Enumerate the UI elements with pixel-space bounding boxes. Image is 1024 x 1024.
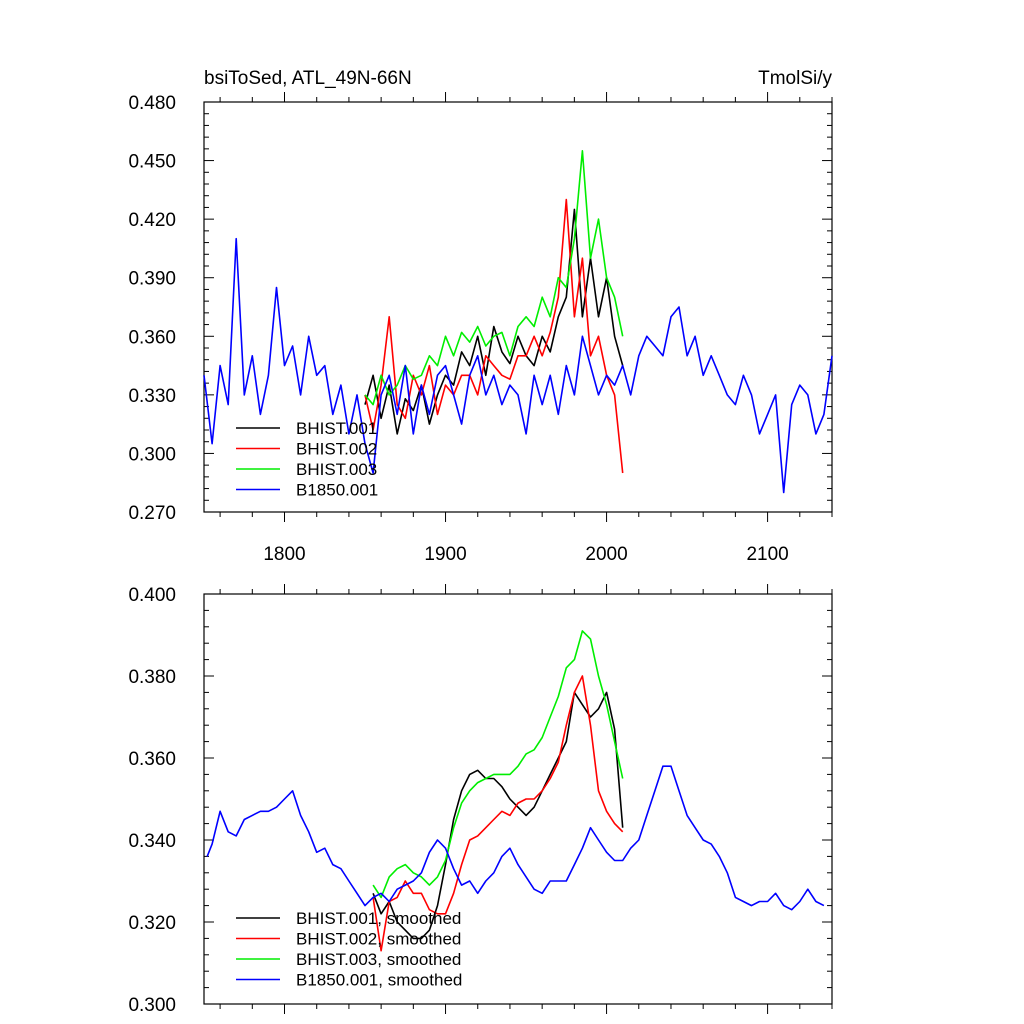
top-title-right: TmolSi/y: [758, 68, 832, 89]
y-tick-label: 0.480: [128, 93, 176, 114]
y-tick-label: 0.300: [128, 444, 176, 465]
legend-label: BHIST.003, smoothed: [296, 950, 461, 969]
x-tick-label: 1800: [263, 544, 305, 565]
plot-frame: [203, 593, 833, 1005]
top-plot-area: 0.270 0.300 0.330 0.360 0.390 0.420 0.450 0.480…: [128, 92, 833, 565]
series-line-2: [364, 150, 624, 406]
plot-frame: [203, 101, 833, 513]
top-title-left: bsiToSed, ATL_49N-66N: [204, 68, 412, 89]
y-tick-label: 0.360: [128, 327, 176, 348]
y-tick-label: 0.400: [128, 585, 176, 606]
y-tick-label: 0.450: [128, 152, 176, 173]
y-tick-label: 0.420: [128, 210, 176, 231]
legend-label: BHIST.003: [296, 460, 377, 479]
legend-label: BHIST.001: [296, 419, 377, 438]
x-tick-label: 2000: [585, 544, 627, 565]
series-line-2: [372, 630, 624, 899]
series-line-0: [364, 208, 624, 435]
legend-label: BHIST.002: [296, 440, 377, 459]
y-tick-label: 0.380: [128, 667, 176, 688]
y-tick-label: 0.340: [128, 831, 176, 852]
legend-label: B1850.001, smoothed: [296, 971, 462, 990]
legend-label: B1850.001: [296, 481, 378, 500]
y-tick-label: 0.390: [128, 269, 176, 290]
x-tick-label: 2100: [746, 544, 788, 565]
legend-label: BHIST.002, smoothed: [296, 930, 461, 949]
y-tick-label: 0.360: [128, 749, 176, 770]
series-line-3: [203, 237, 833, 494]
bottom-plot-area: 0.300 0.320 0.340 0.360 0.380 0.400 BHIST.001,…: [128, 584, 833, 1016]
y-tick-label: 0.270: [128, 503, 176, 524]
top-panel: bsiToSed, ATL_49N-66N TmolSi/y 0.270 0.30…: [128, 68, 833, 565]
bottom-panel: 0.300 0.320 0.340 0.360 0.380 0.400 BHIST.001,…: [128, 584, 833, 1016]
x-tick-label: 1900: [424, 544, 466, 565]
series-line-3: [206, 765, 825, 911]
y-tick-label: 0.300: [128, 995, 176, 1016]
series-line-1: [364, 198, 624, 474]
y-tick-label: 0.320: [128, 913, 176, 934]
y-tick-label: 0.330: [128, 386, 176, 407]
series-line-0: [372, 691, 624, 940]
series-line-1: [372, 675, 624, 952]
legend-label: BHIST.001, smoothed: [296, 909, 461, 928]
